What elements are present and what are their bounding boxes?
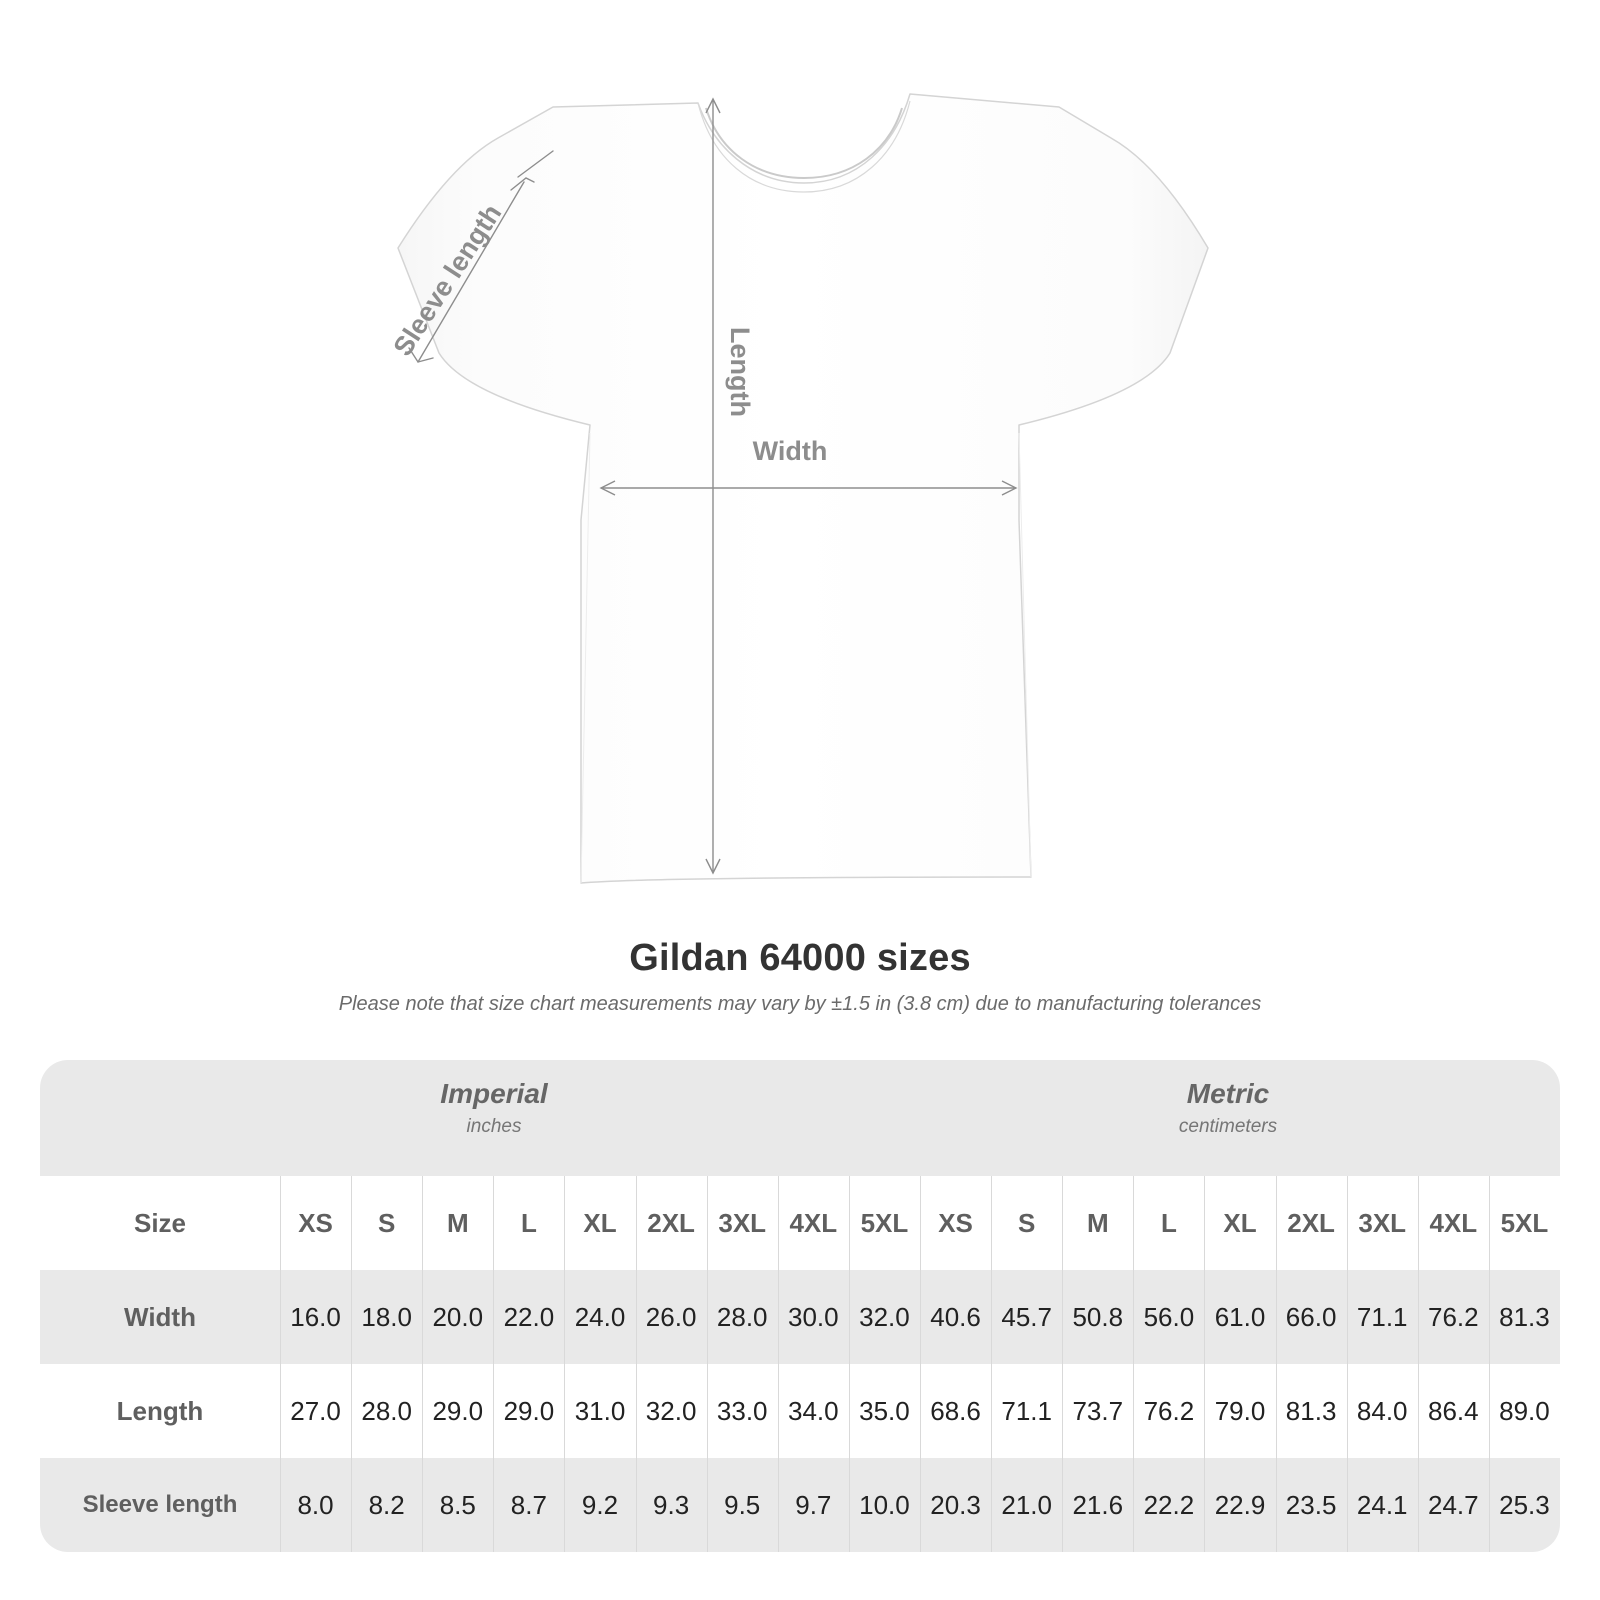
svg-text:Width: Width	[753, 436, 828, 466]
svg-text:Length: Length	[725, 327, 755, 417]
